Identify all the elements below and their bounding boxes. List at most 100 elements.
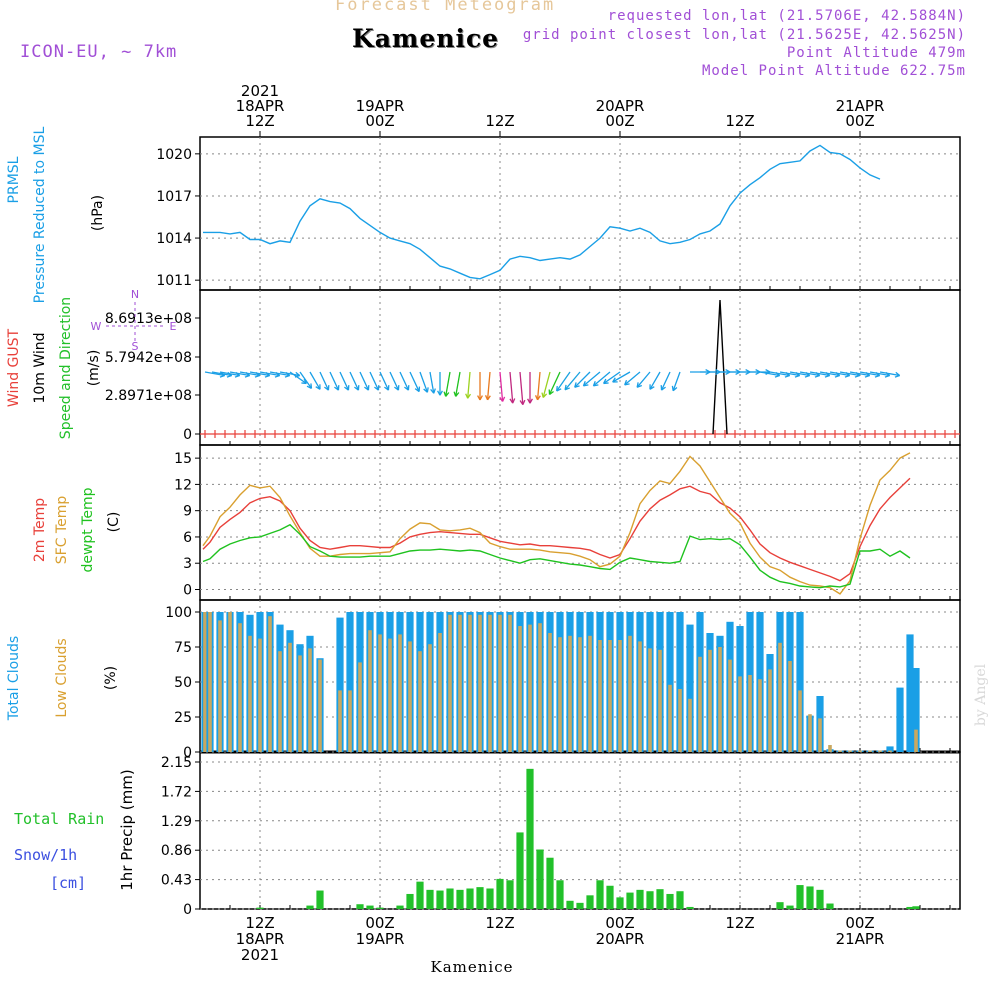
wind-arrow [624,371,641,386]
cloud-low-bar [388,638,392,752]
wind-arrow-head [672,387,678,392]
rain-bar [596,880,604,909]
bottom-time-label: 19APR [356,930,405,948]
wind-arrow-head [501,396,506,402]
wind-arrow-head [824,374,830,378]
y-tick-label: 2.15 [161,755,192,771]
wind-arrow-head [404,386,409,391]
wind-arrow [299,371,313,389]
panel-frame-wind [199,289,961,446]
wind-arrow [369,371,380,391]
wind-arrow-head [344,386,349,391]
temp-units: (C) [106,512,122,533]
rain-bar [826,903,834,909]
wind-direction-label: Speed and Direction [58,297,74,439]
rain-bar [376,907,384,909]
wind-arrow-head [374,386,379,391]
cloud-total-bar [676,612,684,752]
wind-arrow-head [301,382,307,385]
temp-dewpt-label: dewpt Temp [80,487,96,572]
wind-arrow-head [423,388,428,393]
temp-line-1 [202,452,911,595]
wind-arrow [583,371,601,387]
wind-arrow-head [394,386,399,391]
rain-bar [536,849,544,909]
wind-arrow [789,371,810,377]
wind-arrow-head [254,374,260,378]
wind-arrow [536,371,541,400]
temp-line-0 [202,477,911,582]
wind-arrow-head [354,386,359,391]
wind-arrow-head [310,383,313,389]
wind-arrow-head [603,382,609,385]
wind-arrow-head [484,395,489,401]
cloud-low-bar [218,620,222,752]
wind-arrow [809,371,830,377]
wind-arrow-head [542,393,548,398]
model-label: ICON-EU, ~ 7km [20,42,178,62]
wind-arrow-head [583,384,589,387]
rain-bar [256,907,264,909]
top-time-label: 12Z [485,112,514,130]
cloud-low-bar [608,640,612,752]
wind-arrow-head [455,392,460,397]
wind-arrow-head [624,383,630,386]
top-time-label: 12Z [725,112,754,130]
wind-arrow-head [541,392,544,398]
wind-arrow-head [306,385,312,389]
bottom-time-label: 18APR [236,930,285,948]
cloud-total-bar [346,612,354,752]
wind-arrow [574,371,591,388]
rain-bar [506,880,514,909]
cloud-low-bar [548,633,552,752]
wind-arrow [309,371,321,390]
clouds-total-label: Total Clouds [6,636,22,721]
y-tick-label: 12 [174,477,192,493]
wind-arrow [879,371,900,377]
snow-units-label: [cm] [50,874,86,892]
cloud-low-bar [488,614,492,752]
cloud-low-bar [648,648,652,752]
y-tick-label: 0 [183,582,192,598]
wind-arrow [593,371,611,387]
cloud-low-bar [268,616,272,752]
y-tick-label: 0.86 [161,843,192,859]
y-tick-label: 50 [174,675,192,691]
cloud-low-bar [248,635,252,752]
cloud-low-bar [278,651,282,752]
wind-arrow [249,371,270,377]
wind-arrow-head [574,385,580,388]
wind-arrow [389,371,400,391]
requested-lonlat: requested lon,lat (21.5706E, 42.5884N) [607,8,966,24]
y-tick-label: 75 [174,640,192,656]
bottom-time-label: 00Z [605,914,634,932]
cloud-low-bar [468,614,472,752]
compass-s: S [132,340,139,353]
y-tick-label: 6 [183,530,192,546]
compass-w: W [91,320,102,333]
cloud-low-bar [718,647,722,752]
rain-bar [806,886,814,909]
clouds-low-label: Low Clouds [54,638,70,717]
total-rain-label: Total Rain [14,810,104,828]
wind-arrow-head [519,400,524,406]
wind-arrow [486,371,491,400]
top-time-label: 18APR [236,97,285,115]
wind-arrow-head [226,374,232,378]
cloud-low-bar [628,635,632,752]
wind-arrow [359,371,370,391]
cloud-low-bar [528,624,532,752]
cloud-total-bar [912,668,920,752]
bottom-time-label: 00Z [365,914,394,932]
wind-arrow-head [649,386,655,390]
credit-watermark: by Angel [973,663,989,726]
wind-arrow [819,371,840,377]
cloud-low-bar [508,614,512,752]
gridpoint-lonlat: grid point closest lon,lat (21.5625E, 42… [522,27,966,43]
rain-bar [486,888,494,909]
cloud-low-bar [668,684,672,752]
bottom-time-label: 12Z [245,914,274,932]
wind-arrow [869,371,890,377]
wind-arrow [769,371,790,377]
